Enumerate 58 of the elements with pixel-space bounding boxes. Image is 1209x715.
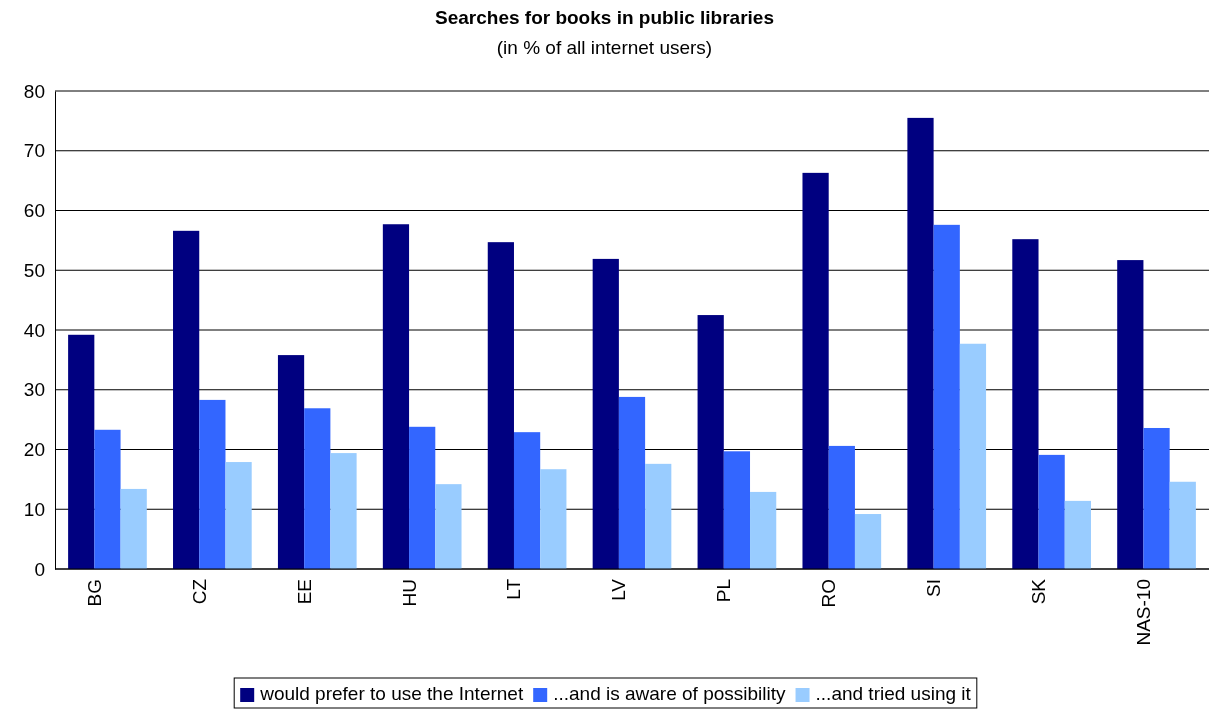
bar [723,451,751,569]
bar [854,514,882,569]
bar [173,230,200,569]
bar [959,343,987,569]
y-tick-label: 30 [23,379,45,401]
bar [225,462,252,569]
bar [828,445,855,569]
bar [330,453,357,569]
bar [1117,260,1144,569]
bar [697,315,724,569]
x-tick-label: BG [83,579,105,607]
legend-label: would prefer to use the Internet [259,683,524,704]
y-tick-label: 20 [23,439,45,461]
y-tick-label: 50 [23,259,45,281]
bar [435,484,462,569]
y-tick-label: 70 [23,140,45,162]
bar [487,242,514,569]
x-tick-label: LT [503,578,525,600]
bar [645,463,672,569]
x-tick-label: CZ [188,578,210,605]
bar [120,488,147,569]
y-tick-label: 60 [23,200,45,222]
bar [382,224,410,569]
y-tick-label: 80 [23,80,45,102]
bar [409,426,436,569]
bar [68,334,95,569]
x-tick-label: LV [608,578,630,601]
x-tick-label: NAS-10 [1132,579,1154,646]
bar [304,408,331,569]
bar [802,172,829,569]
x-tick-label: SI [923,579,945,597]
bar [513,432,541,569]
bar [618,396,646,569]
x-tick-label: EE [293,579,315,605]
x-tick-label: HU [398,579,420,607]
x-tick-label: SK [1027,578,1049,605]
legend-label: ...and tried using it [815,683,972,704]
bar [1169,481,1196,569]
bar [1143,427,1170,569]
chart-title: Searches for books in public libraries [435,7,774,28]
y-tick-label: 0 [34,558,45,580]
y-tick-label: 40 [23,319,45,341]
bar [540,469,567,569]
bar [199,399,226,569]
bar [1064,500,1091,569]
legend-label: ...and is aware of possibility [553,683,787,704]
x-tick-label: PL [713,579,735,603]
y-tick-label: 10 [23,498,45,520]
bar [750,491,777,569]
bar [277,355,305,569]
bar [907,117,934,569]
bar [933,224,960,569]
bar [592,258,619,569]
chart-subtitle: (in % of all internet users) [496,37,713,58]
bar [1038,454,1065,569]
bar [94,429,121,569]
bar [1012,239,1039,569]
x-tick-label: RO [818,579,840,608]
